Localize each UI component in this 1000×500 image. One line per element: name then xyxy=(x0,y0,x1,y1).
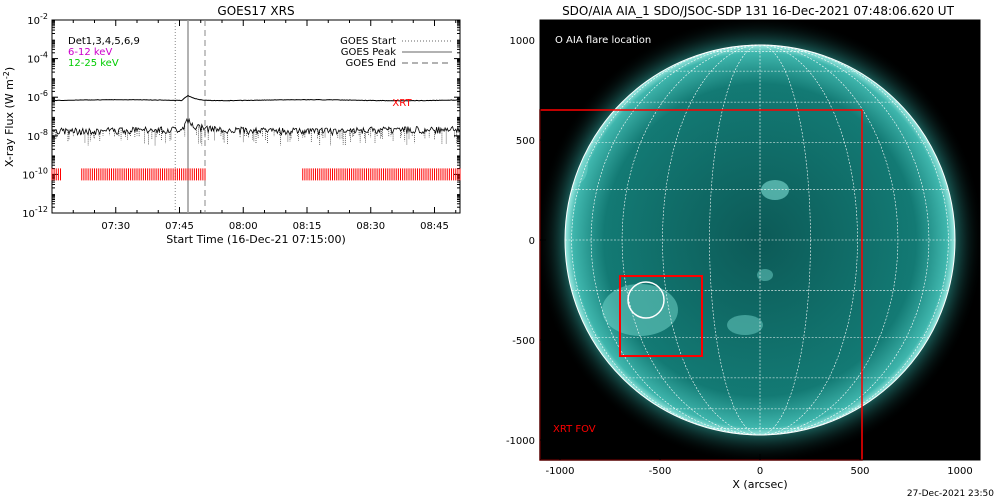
goes-y-tick-label: 10-2 xyxy=(27,12,48,27)
goes-short-channel-line xyxy=(51,117,461,137)
xrt-fov-label: XRT FOV xyxy=(553,424,596,435)
longitude-line xyxy=(759,44,858,436)
goes-xrs-plot: GOES17 XRS 10-2 10-4 10-6 10-8 10-10 10-12 07… xyxy=(2,4,461,246)
goes-x-tick-labels: 07:30 07:45 08:00 08:15 08:30 08:45 xyxy=(101,221,449,232)
aia-x-tick-label: -500 xyxy=(649,466,672,477)
active-region-mid xyxy=(757,269,773,281)
goes-plot-title: GOES17 XRS xyxy=(217,4,294,18)
goes-y-tick-label: 10-10 xyxy=(22,166,48,181)
goes-x-tick-label: 07:45 xyxy=(165,221,194,232)
aia-y-tick-label: 0 xyxy=(529,236,535,247)
active-region-east xyxy=(602,284,678,336)
aia-y-tick-label: -1000 xyxy=(506,436,535,447)
legend-det: Det1,3,4,5,6,9 xyxy=(68,36,140,47)
legend-12-25kev: 12-25 keV xyxy=(68,58,119,69)
legend-6-12kev: 6-12 keV xyxy=(68,47,112,58)
longitude-line xyxy=(621,44,761,436)
legend-goes-end: GOES End xyxy=(346,58,396,69)
longitude-line xyxy=(571,44,761,436)
svg-text:X-ray Flux (W m-2): X-ray Flux (W m-2) xyxy=(2,67,16,167)
goes-x-tick-label: 08:15 xyxy=(293,221,322,232)
longitude-line xyxy=(759,44,899,436)
longitude-line xyxy=(759,44,949,436)
longitude-line xyxy=(662,44,761,436)
goes-plot-frame xyxy=(51,19,461,214)
aia-y-tick-label: 1000 xyxy=(510,36,535,47)
longitude-line xyxy=(759,44,811,436)
goes-y-tick-label: 10-4 xyxy=(27,51,48,66)
aia-image-panel: SDO/AIA AIA_1 SDO/JSOC-SDP 131 16-Dec-20… xyxy=(506,4,981,491)
aia-x-tick-label: -1000 xyxy=(545,466,574,477)
goes-x-axis-label: Start Time (16-Dec-21 07:15:00) xyxy=(166,233,346,246)
goes-x-tick-label: 08:45 xyxy=(420,221,449,232)
goes-x-tick-label: 08:00 xyxy=(229,221,258,232)
aia-x-axis-label: X (arcsec) xyxy=(732,478,787,491)
goes-x-tick-label: 08:30 xyxy=(356,221,385,232)
aia-axis-ticks xyxy=(540,39,961,460)
goes-y-axis-label-sup: -2 xyxy=(2,71,11,79)
aia-x-tick-label: 500 xyxy=(850,466,869,477)
goes-long-channel-line xyxy=(52,94,460,102)
legend-goes-peak: GOES Peak xyxy=(341,47,396,58)
solar-limb-outline xyxy=(564,44,956,436)
aia-legend-label: O AIA flare location xyxy=(555,35,651,46)
aia-x-tick-labels: -1000 -500 0 500 1000 xyxy=(545,466,972,477)
goes-x-tick-label: 07:30 xyxy=(101,221,130,232)
xrt-label: XRT xyxy=(392,98,412,109)
aia-y-tick-labels: 1000 500 0 -500 -1000 xyxy=(506,36,535,447)
goes-y-axis-label-text: X-ray Flux (W m xyxy=(3,79,16,167)
xrt-coverage-marks xyxy=(51,168,461,181)
goes-y-tick-label: 10-12 xyxy=(22,205,48,220)
goes-short-noise xyxy=(51,123,458,146)
aia-y-tick-label: -500 xyxy=(512,336,535,347)
goes-y-tick-label: 10-8 xyxy=(27,128,48,143)
aia-y-tick-label: 500 xyxy=(516,136,535,147)
aia-title: SDO/AIA AIA_1 SDO/JSOC-SDP 131 16-Dec-20… xyxy=(562,4,955,18)
goes-grid xyxy=(52,19,460,214)
goes-y-tick-labels: 10-2 10-4 10-6 10-8 10-10 10-12 xyxy=(22,12,48,220)
goes-y-axis-label: X-ray Flux (W m-2) xyxy=(2,67,16,167)
footer-timestamp: 27-Dec-2021 23:50 xyxy=(906,489,994,499)
aia-x-tick-label: 1000 xyxy=(947,466,972,477)
active-region-south xyxy=(727,315,763,335)
active-region-center xyxy=(761,180,789,200)
goes-y-tick-label: 10-6 xyxy=(27,89,48,104)
longitude-line xyxy=(709,44,761,436)
legend-goes-start: GOES Start xyxy=(340,36,396,47)
aia-x-tick-label: 0 xyxy=(757,466,763,477)
roi-box xyxy=(619,275,703,357)
solar-disk xyxy=(565,45,955,435)
flare-location-marker xyxy=(627,281,665,319)
